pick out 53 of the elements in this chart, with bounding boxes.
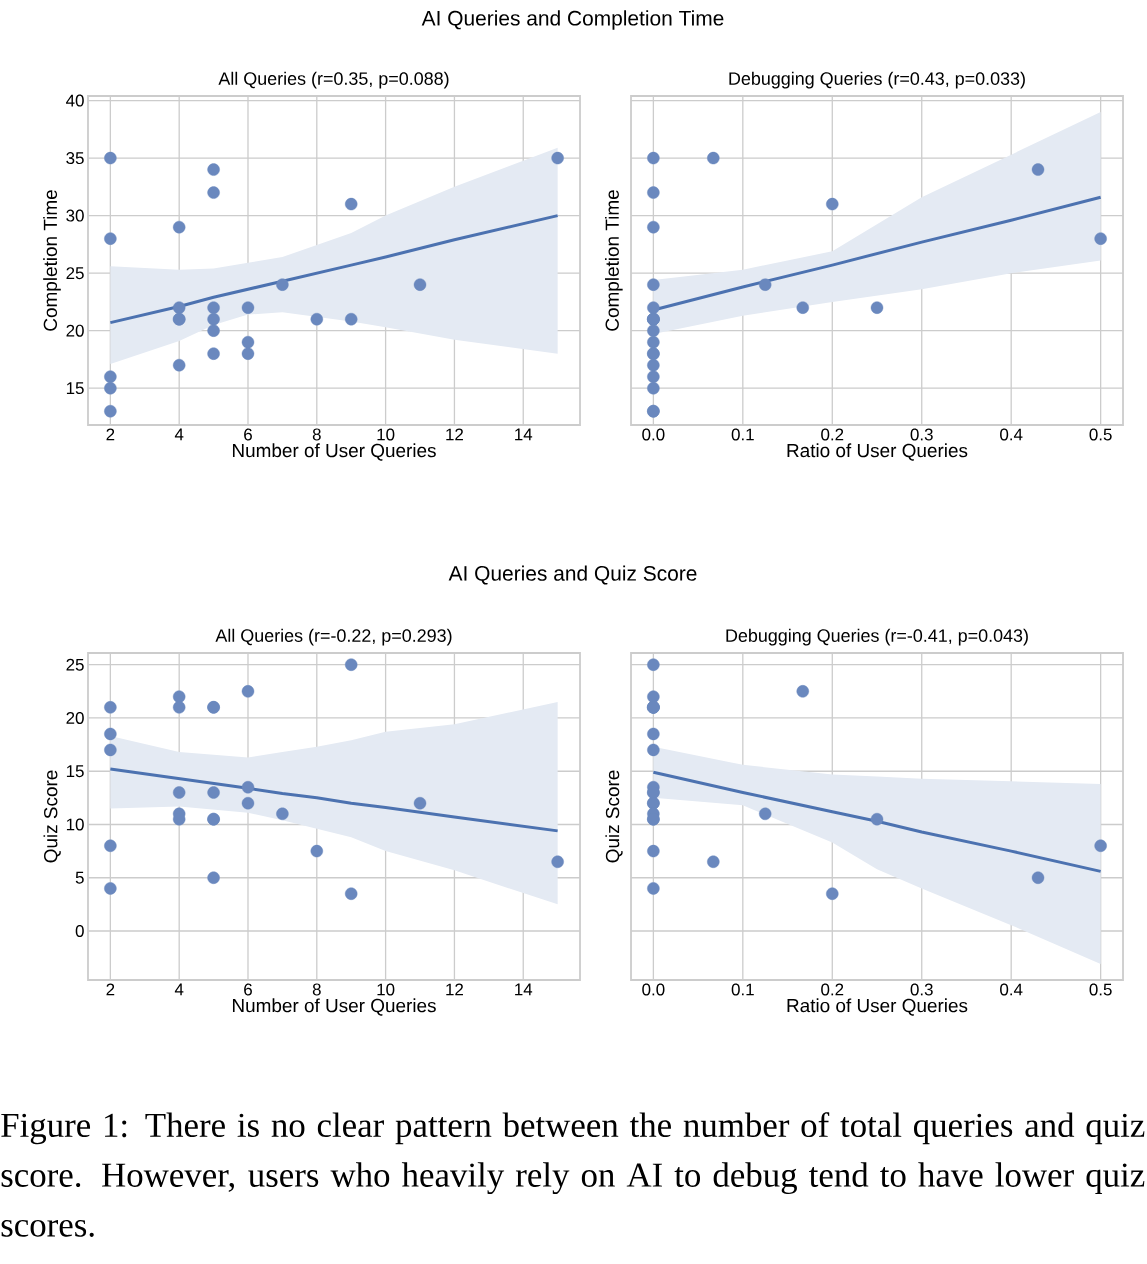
y-tick-label: 20	[66, 711, 84, 724]
y-tick-label: 5	[75, 871, 84, 884]
y-tick-label: 30	[66, 209, 84, 222]
x-tick-label: 0.2	[821, 983, 844, 996]
x-axis-title: Ratio of User Queries	[787, 998, 968, 1016]
y-tick-label: 25	[66, 658, 84, 671]
x-tick-label: 0.5	[1089, 428, 1112, 441]
y-tick-label: 40	[66, 94, 84, 107]
x-tick-label: 12	[446, 428, 463, 441]
x-tick-label: 14	[515, 983, 533, 996]
x-axis-title: Number of User Queries	[232, 998, 436, 1016]
chart-title: Debugging Queries (r=-0.41, p=0.043)	[726, 628, 1028, 646]
y-tick-label: 10	[66, 818, 84, 831]
x-tick-label: 12	[446, 983, 463, 996]
x-tick-label: 14	[515, 428, 533, 441]
x-tick-label: 0.4	[1000, 983, 1023, 996]
chart-title: Debugging Queries (r=0.43, p=0.033)	[729, 71, 1025, 89]
x-axis-title: Number of User Queries	[232, 443, 436, 461]
x-tick-label: 0.1	[731, 428, 754, 441]
y-axis-title: Quiz Score	[43, 770, 61, 863]
y-axis-title: Quiz Score	[605, 770, 623, 863]
x-tick-label: 6	[244, 428, 252, 441]
y-axis-title: Completion Time	[605, 190, 623, 331]
x-tick-label: 0.0	[642, 428, 665, 441]
y-tick-label: 15	[66, 382, 84, 395]
x-tick-label: 0.3	[910, 983, 933, 996]
x-tick-label: 0.1	[731, 983, 754, 996]
x-tick-label: 0.3	[910, 428, 933, 441]
x-axis-title: Ratio of User Queries	[787, 443, 968, 461]
x-tick-label: 4	[174, 983, 184, 996]
x-tick-label: 8	[312, 983, 321, 996]
chart-title: All Queries (r=0.35, p=0.088)	[218, 71, 449, 89]
y-tick-label: 35	[66, 152, 84, 165]
chart-title: All Queries (r=-0.22, p=0.293)	[215, 628, 452, 646]
caption: Figure 1: There is no clear pattern between the number of total queries and quiz score. However, users who heavily rely on AI to debug tend to have lower quiz scores.	[1, 1112, 1145, 1237]
text: AI Queries and Quiz Score	[448, 565, 697, 585]
x-tick-label: 0.0	[642, 983, 665, 996]
text: AI Queries and Completion Time	[421, 10, 724, 30]
x-tick-label: 0.2	[821, 428, 844, 441]
x-tick-label: 10	[377, 983, 395, 996]
x-tick-label: 6	[244, 983, 252, 996]
y-axis-title: Completion Time	[43, 190, 61, 331]
x-tick-label: 2	[106, 428, 115, 441]
y-tick-label: 25	[66, 267, 84, 280]
x-tick-label: 8	[312, 428, 321, 441]
x-tick-label: 0.5	[1089, 983, 1112, 996]
x-tick-label: 0.4	[1000, 428, 1023, 441]
y-tick-label: 15	[66, 765, 84, 778]
x-tick-label: 10	[377, 428, 395, 441]
y-tick-label: 0	[75, 925, 84, 937]
x-tick-label: 4	[174, 428, 184, 441]
y-tick-label: 20	[66, 324, 84, 337]
x-tick-label: 2	[106, 983, 115, 996]
